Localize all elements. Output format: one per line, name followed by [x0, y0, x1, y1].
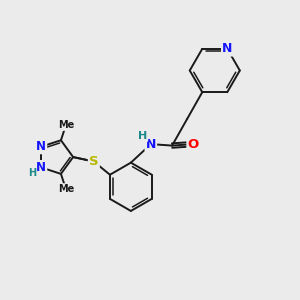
Text: N: N	[146, 138, 156, 151]
Text: O: O	[188, 138, 199, 151]
Text: Me: Me	[58, 184, 74, 194]
Text: N: N	[222, 42, 232, 55]
Text: H: H	[28, 168, 36, 178]
Text: N: N	[36, 140, 46, 153]
Text: H: H	[28, 168, 36, 178]
Text: Me: Me	[58, 120, 74, 130]
Text: N: N	[222, 42, 232, 55]
Text: N: N	[146, 138, 156, 151]
Text: O: O	[188, 138, 199, 151]
Text: N: N	[36, 161, 46, 174]
Text: H: H	[138, 131, 147, 141]
Text: S: S	[89, 155, 99, 168]
Text: Me: Me	[58, 184, 74, 194]
Text: S: S	[89, 155, 99, 168]
Text: Me: Me	[58, 120, 74, 130]
Text: N: N	[36, 161, 46, 174]
Text: N: N	[36, 140, 46, 153]
Text: H: H	[138, 131, 147, 141]
